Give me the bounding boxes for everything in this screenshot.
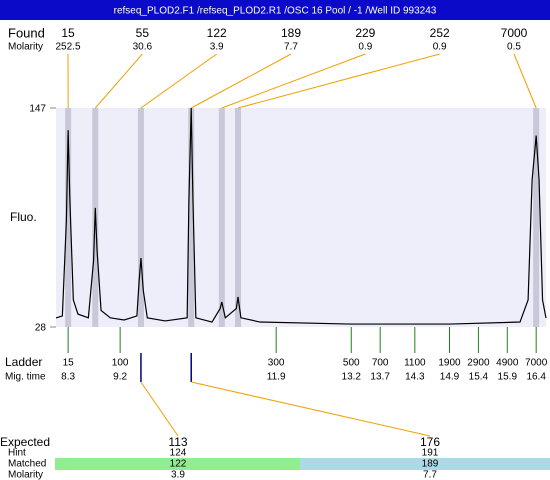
expected-size: 176 bbox=[420, 435, 440, 449]
ladder-time: 15.9 bbox=[498, 372, 518, 383]
found-size: 122 bbox=[207, 26, 227, 40]
ladder-size: 7000 bbox=[525, 358, 548, 369]
ladder-size: 1100 bbox=[404, 358, 426, 369]
peak-band bbox=[188, 108, 195, 327]
expected-size: 113 bbox=[168, 435, 187, 449]
matched-label: Matched bbox=[8, 459, 46, 470]
plot-area bbox=[56, 108, 546, 327]
found-molarity: 3.9 bbox=[210, 42, 224, 53]
peak-band bbox=[533, 108, 540, 327]
found-size: 189 bbox=[281, 26, 301, 40]
hint-label: Hint bbox=[8, 448, 26, 459]
found-molarity: 7.7 bbox=[284, 42, 298, 53]
ladder-time: 14.3 bbox=[405, 372, 425, 383]
found-size: 7000 bbox=[501, 26, 528, 40]
peak-band bbox=[137, 108, 144, 327]
found-connector bbox=[94, 53, 143, 109]
ladder-size: 1900 bbox=[438, 358, 461, 369]
found-connector bbox=[221, 53, 366, 109]
expected-molarity-label: Molarity bbox=[8, 470, 43, 480]
found-size: 252 bbox=[430, 26, 450, 40]
found-size: 229 bbox=[355, 26, 375, 40]
y-tick-label: 28 bbox=[35, 323, 47, 334]
peak-band bbox=[235, 108, 242, 327]
ladder-time: 11.9 bbox=[267, 372, 286, 383]
ladder-size: 500 bbox=[343, 358, 360, 369]
matched-bg bbox=[300, 458, 550, 470]
found-connector bbox=[140, 53, 217, 109]
found-molarity: 0.5 bbox=[507, 42, 521, 53]
expected-connector bbox=[191, 381, 431, 437]
matched-bg bbox=[55, 458, 300, 470]
ladder-time: 13.7 bbox=[370, 372, 390, 383]
ladder-size: 300 bbox=[268, 358, 285, 369]
ladder-time: 14.9 bbox=[440, 372, 460, 383]
found-connector bbox=[237, 53, 440, 109]
trace bbox=[55, 107, 547, 325]
y-tick-label: 147 bbox=[29, 104, 46, 115]
expected-label: Expected bbox=[0, 435, 50, 449]
header-bar bbox=[0, 0, 550, 20]
peak-band bbox=[218, 108, 225, 327]
expected-connector bbox=[140, 381, 179, 437]
ladder-size: 4900 bbox=[496, 358, 519, 369]
ladder-size: 2900 bbox=[467, 358, 490, 369]
ladder-time: 16.4 bbox=[526, 372, 546, 383]
matched-size: 122 bbox=[170, 459, 187, 470]
expected-molarity: 7.7 bbox=[423, 470, 437, 480]
found-size: 55 bbox=[136, 26, 150, 40]
hint-size: 124 bbox=[170, 448, 187, 459]
header-title: refseq_PLOD2.F1 /refseq_PLOD2.R1 /OSC 16… bbox=[114, 6, 437, 17]
ladder-time: 9.2 bbox=[113, 372, 127, 383]
found-molarity: 30.6 bbox=[133, 42, 153, 53]
ladder-time: 15.4 bbox=[469, 372, 489, 383]
ladder-size: 700 bbox=[372, 358, 389, 369]
found-molarity: 0.9 bbox=[358, 42, 372, 53]
y-axis-label: Fluo. bbox=[10, 210, 37, 224]
found-label: Found bbox=[8, 25, 45, 40]
matched-size: 189 bbox=[422, 459, 439, 470]
ladder-size: 15 bbox=[63, 358, 75, 369]
expected-molarity: 3.9 bbox=[171, 470, 185, 480]
peak-band bbox=[65, 108, 72, 327]
found-molarity: 0.9 bbox=[433, 42, 447, 53]
ladder-time: 13.2 bbox=[342, 372, 362, 383]
found-molarity: 252.5 bbox=[55, 42, 80, 53]
molarity-label: Molarity bbox=[8, 42, 43, 53]
ladder-size: 100 bbox=[112, 358, 129, 369]
found-connector bbox=[513, 53, 537, 109]
found-connector bbox=[190, 53, 292, 109]
found-size: 15 bbox=[61, 26, 75, 40]
hint-size: 191 bbox=[422, 448, 439, 459]
mig-time-label: Mig. time bbox=[5, 372, 46, 383]
ladder-time: 8.3 bbox=[61, 372, 75, 383]
ladder-label: Ladder bbox=[5, 355, 42, 369]
